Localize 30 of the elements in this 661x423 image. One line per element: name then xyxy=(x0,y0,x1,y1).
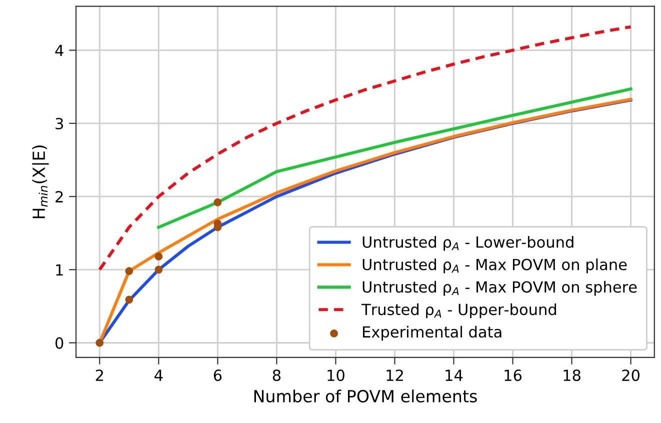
line-series xyxy=(157,87,632,229)
x-tick-label: 12 xyxy=(386,370,403,381)
point xyxy=(154,266,163,274)
legend-label: Experimental data xyxy=(363,326,502,341)
x-tick-label: 2 xyxy=(96,370,103,381)
line-series xyxy=(98,25,632,272)
x-tick-label: 10 xyxy=(328,370,344,382)
point xyxy=(96,338,104,347)
legend-label: Trusted ρ$_{A}$ - Upper-bound xyxy=(361,303,556,318)
x-tick-label: 14 xyxy=(446,370,463,381)
point xyxy=(214,198,222,206)
legend-label: Untrusted ρ$_{A}$ - Lower-bound xyxy=(362,236,574,251)
y-tick-label: 1 xyxy=(56,264,63,276)
point xyxy=(154,252,163,260)
y-axis-title: H$_{min}$(X|E) xyxy=(32,146,49,218)
point xyxy=(125,267,134,276)
x-axis-title: Number of POVM elements xyxy=(254,390,477,402)
y-tick-label: 0 xyxy=(55,337,64,349)
x-tick-label: 4 xyxy=(154,370,163,381)
x-tick-label: 20 xyxy=(622,370,640,382)
y-tick-label: 3 xyxy=(56,118,63,130)
x-tick-label: 6 xyxy=(214,370,222,382)
legend-label: Untrusted ρ$_{A}$ - Max POVM on plane xyxy=(362,258,627,274)
x-tick-label: 16 xyxy=(504,370,522,382)
point xyxy=(125,296,134,304)
legend-label: Untrusted ρ$_{A}$ - Max POVM on sphere xyxy=(362,280,637,296)
x-tick-label: 8 xyxy=(272,370,280,382)
y-tick-label: 2 xyxy=(56,190,63,202)
x-tick-label: 18 xyxy=(564,370,580,382)
y-tick-label: 4 xyxy=(55,44,64,56)
